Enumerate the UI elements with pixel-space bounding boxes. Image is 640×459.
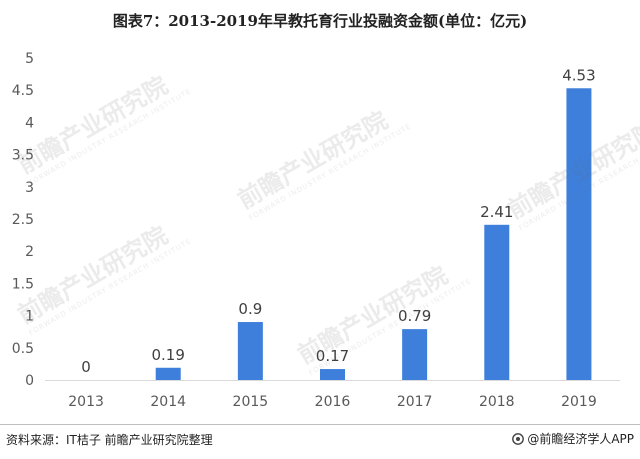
brand-text: @前瞻经济学人APP — [527, 432, 634, 446]
y-tick-label: 4 — [25, 115, 34, 131]
y-tick-label: 2.5 — [12, 212, 34, 228]
data-label: 0 — [81, 358, 91, 376]
bar — [402, 329, 428, 380]
x-tick-label: 2018 — [479, 394, 515, 410]
data-label: 0.17 — [316, 347, 349, 365]
brand-logo-icon — [512, 432, 525, 445]
data-label: 2.41 — [480, 203, 513, 221]
x-tick-label: 2014 — [150, 394, 186, 410]
y-tick-label: 2 — [25, 244, 34, 260]
data-label: 0.9 — [238, 300, 262, 318]
y-tick-label: 0 — [25, 373, 34, 389]
brand-credit: @前瞻经济学人APP — [512, 430, 634, 447]
bar — [155, 367, 181, 380]
bar-chart: 0 0.5 1 1.5 2 2.5 3 3.5 4 4.5 5 0 2013 0.19 2014 0.9 201… — [12, 51, 620, 410]
x-tick-label: 2016 — [315, 394, 351, 410]
data-label: 0.19 — [152, 346, 185, 364]
footer-divider — [0, 424, 640, 425]
data-label: 0.79 — [398, 307, 431, 325]
bar — [320, 369, 345, 380]
y-tick-label: 3.5 — [12, 148, 34, 164]
y-tick-label: 1.5 — [12, 276, 34, 292]
x-tick-label: 2015 — [233, 394, 269, 410]
x-tick-label: 2017 — [397, 394, 433, 410]
y-tick-label: 3 — [25, 180, 34, 196]
bar — [484, 224, 510, 380]
y-tick-label: 5 — [25, 51, 34, 67]
x-tick-label: 2019 — [561, 394, 597, 410]
bar — [237, 322, 263, 380]
x-tick-label: 2013 — [68, 394, 104, 410]
y-tick-label: 1 — [25, 309, 34, 325]
y-tick-label: 0.5 — [12, 341, 34, 357]
data-label: 4.53 — [562, 66, 595, 84]
y-tick-label: 4.5 — [12, 83, 34, 99]
bar — [566, 88, 592, 380]
chart-title: 图表7：2013-2019年早教托育行业投融资金额(单位：亿元) — [112, 12, 528, 30]
source-note: 资料来源：IT桔子 前瞻产业研究院整理 — [6, 433, 213, 447]
